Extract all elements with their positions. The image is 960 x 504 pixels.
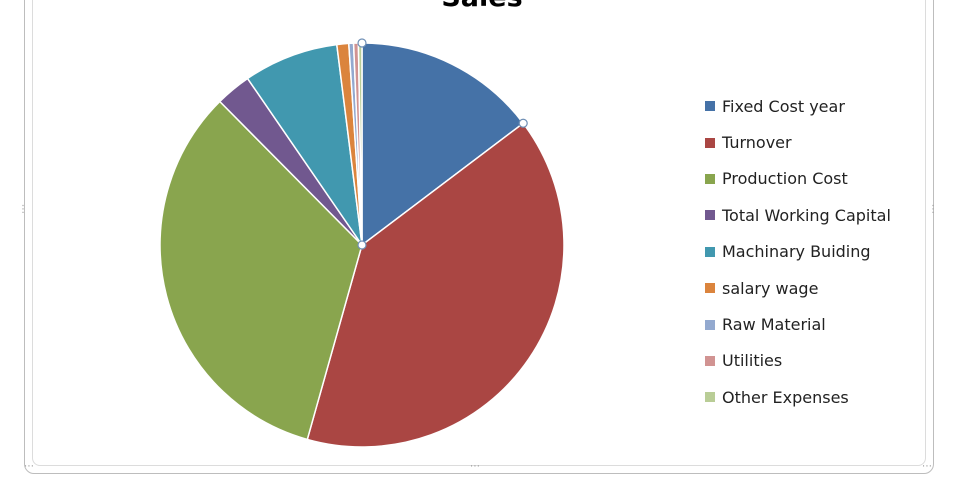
legend-label: Total Working Capital: [722, 205, 891, 225]
pie-slice-machinary-buiding[interactable]: [246, 43, 363, 246]
legend-item-raw-material[interactable]: Raw Material: [705, 306, 920, 342]
legend-label: Machinary Buiding: [722, 242, 871, 262]
legend-swatch: [705, 283, 715, 294]
pie-slice-fixed-cost-year[interactable]: [361, 42, 524, 246]
slice-handle-start[interactable]: [357, 38, 367, 48]
legend-label: salary wage: [722, 278, 819, 298]
legend-label: Production Cost: [722, 169, 848, 189]
resize-handle-left[interactable]: ⋮: [18, 204, 28, 215]
slice-handle-end[interactable]: [518, 118, 528, 128]
legend-swatch: [705, 137, 715, 148]
legend-label: Other Expenses: [722, 387, 849, 407]
legend-swatch: [705, 246, 715, 257]
resize-handle-bottom-right[interactable]: ⋯: [922, 461, 932, 472]
legend-item-total-working-capital[interactable]: Total Working Capital: [705, 197, 920, 233]
legend-item-salary-wage[interactable]: salary wage: [705, 270, 920, 306]
legend-item-production-cost[interactable]: Production Cost: [705, 161, 920, 197]
legend-item-fixed-cost-year[interactable]: Fixed Cost year: [705, 88, 920, 124]
legend-item-turnover[interactable]: Turnover: [705, 124, 920, 160]
chart-frame-inner: [32, 0, 926, 466]
legend-label: Turnover: [722, 133, 792, 153]
legend-item-other-expenses[interactable]: Other Expenses: [705, 379, 920, 415]
legend-swatch: [705, 392, 715, 403]
legend-item-utilities[interactable]: Utilities: [705, 343, 920, 379]
resize-handle-bottom-left[interactable]: ⋯: [24, 461, 34, 472]
legend-swatch: [705, 210, 715, 221]
pie-slice-production-cost[interactable]: [159, 100, 363, 441]
chart-legend[interactable]: Fixed Cost year Turnover Production Cost To…: [705, 88, 920, 416]
pie-slice-turnover[interactable]: [306, 122, 565, 448]
chart-title[interactable]: Sales: [362, 0, 602, 13]
resize-handle-right[interactable]: ⋮: [928, 204, 938, 215]
legend-label: Fixed Cost year: [722, 96, 845, 116]
legend-item-machinary-buiding[interactable]: Machinary Buiding: [705, 234, 920, 270]
legend-swatch: [705, 355, 715, 366]
legend-label: Utilities: [722, 351, 783, 371]
legend-swatch: [705, 319, 715, 330]
resize-handle-bottom[interactable]: ⋯: [470, 461, 480, 472]
legend-swatch: [705, 173, 715, 184]
slice-handle-center[interactable]: [357, 240, 367, 250]
legend-label: Raw Material: [722, 315, 826, 335]
legend-swatch: [705, 101, 715, 112]
